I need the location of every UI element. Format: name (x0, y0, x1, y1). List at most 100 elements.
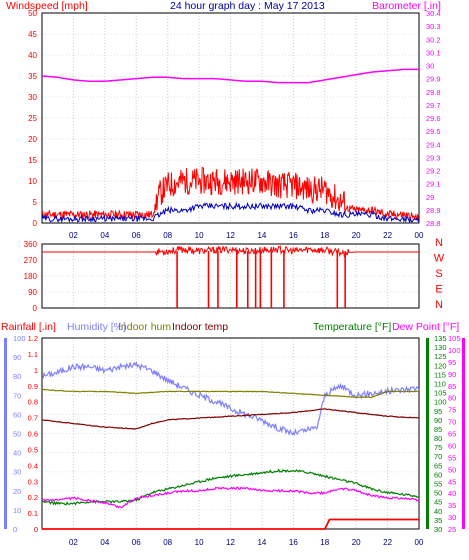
windspeed-tick: 20 (28, 135, 37, 144)
temperature-tick: 45 (434, 498, 442, 507)
rainfall-tick: 0.2 (28, 493, 38, 502)
humidity-tick-labels: 0 10 20 30 40 50 60 70 80 90 100 (13, 334, 26, 534)
panel1-frame (41, 12, 420, 224)
rainfall-tick-labels: 0 0.1 0.2 0.3 0.4 0.5 0.6 0.7 0.8 0.9 1 1.1 1.2 (28, 334, 38, 534)
temperature-tick: 120 (434, 361, 447, 370)
barometer-tick: 29.5 (426, 127, 441, 136)
humidity-tick: 30 (13, 468, 21, 477)
barometer-tick: 30.3 (426, 22, 441, 31)
dewpoint-tick: 90 (448, 370, 456, 379)
windspeed-gust-line (41, 167, 420, 223)
temperature-tick: 40 (434, 507, 442, 516)
temperature-axis-label: Temperature [°F] (313, 321, 391, 333)
hour-label: 08 (163, 231, 172, 240)
temperature-tick: 100 (434, 398, 447, 407)
windspeed-tick: 45 (28, 30, 37, 39)
temperature-tick: 30 (434, 525, 442, 534)
panel1-hour-labels: 02 04 06 08 10 12 14 16 18 20 22 00 (69, 231, 424, 240)
compass-letter: E (435, 284, 442, 296)
barometer-tick: 30.2 (426, 35, 441, 44)
barometer-tick: 29.9 (426, 75, 441, 84)
rainfall-tick: 1 (34, 366, 38, 375)
hour-label: 00 (415, 231, 424, 240)
humidity-line (41, 360, 420, 437)
humidity-tick: 90 (13, 353, 21, 362)
rainfall-tick: 0.8 (28, 398, 38, 407)
panel2-grid (42, 243, 420, 309)
indoor-hum-line (41, 388, 420, 399)
humidity-tick: 40 (13, 449, 21, 458)
windspeed-tick: 5 (33, 198, 38, 207)
humidity-tick: 80 (13, 372, 21, 381)
hour-label: 00 (415, 538, 424, 547)
temperature-tick: 70 (434, 452, 442, 461)
barometer-tick: 30 (426, 62, 434, 71)
windspeed-tick: 25 (28, 114, 37, 123)
hour-label: 06 (132, 538, 141, 547)
panel2-frame (41, 243, 420, 309)
dewpoint-tick: 85 (448, 382, 456, 391)
barometer-line (41, 68, 419, 84)
temperature-tick-labels: 3035404550556065707580859095100105110115… (434, 334, 447, 534)
hour-label: 18 (320, 538, 329, 547)
panel3-hour-labels: 02 04 06 08 10 12 14 16 18 20 22 00 (69, 538, 424, 547)
temperature-tick: 105 (434, 389, 447, 398)
panel1-series (41, 68, 420, 224)
rainfall-tick: 0.9 (28, 382, 38, 391)
compass-letter: N (435, 237, 443, 249)
direction-tick: 0 (33, 304, 38, 313)
dewpoint-tick: 75 (448, 406, 456, 415)
barometer-tick: 29.1 (426, 180, 441, 189)
rainfall-tick: 0.4 (28, 461, 38, 470)
hour-label: 14 (257, 538, 266, 547)
dewpoint-tick: 80 (448, 394, 456, 403)
temperature-tick: 110 (434, 379, 446, 388)
hour-label: 20 (352, 538, 361, 547)
humidity-tick: 100 (13, 334, 26, 343)
windspeed-tick: 0 (33, 219, 38, 228)
rainfall-tick: 0 (34, 525, 38, 534)
hour-label: 22 (383, 538, 392, 547)
windspeed-tick: 30 (28, 93, 37, 102)
hour-label: 12 (226, 231, 235, 240)
hour-label: 02 (69, 231, 78, 240)
barometer-tick: 29.6 (426, 114, 441, 123)
temperature-tick: 125 (434, 352, 447, 361)
hour-label: 16 (289, 231, 298, 240)
rainfall-tick: 0.7 (28, 414, 38, 423)
rainfall-tick: 1.1 (28, 350, 38, 359)
direction-tick: 180 (24, 272, 38, 281)
hour-label: 08 (163, 538, 172, 547)
temperature-tick: 135 (434, 334, 447, 343)
rainfall-tick: 0.6 (28, 430, 38, 439)
indoor-temp-line (41, 408, 420, 430)
temperature-tick: 50 (434, 489, 442, 498)
barometer-tick: 29.2 (426, 167, 441, 176)
barometer-axis-label: Barometer [.in] (372, 0, 441, 12)
barometer-tick: 29 (426, 193, 434, 202)
windspeed-average-line (41, 201, 420, 224)
rainfall-tick: 1.2 (28, 334, 38, 343)
dewpoint-tick: 65 (448, 430, 456, 439)
barometer-tick: 29.8 (426, 88, 441, 97)
barometer-tick: 29.4 (426, 140, 441, 149)
dewpoint-tick: 95 (448, 358, 456, 367)
indoor-hum-axis-label: Indoor hum (118, 321, 171, 333)
hour-label: 02 (69, 538, 78, 547)
humidity-tick: 60 (13, 410, 21, 419)
temperature-tick: 55 (434, 480, 442, 489)
indoor-temp-axis-label: Indoor temp (172, 321, 228, 333)
hour-label: 10 (195, 231, 204, 240)
dewpoint-tick: 70 (448, 418, 456, 427)
temperature-axis-bar (426, 338, 429, 529)
temperature-tick: 60 (434, 470, 442, 479)
dewpoint-tick: 60 (448, 441, 456, 450)
windspeed-axis-label: Windspeed [mph] (6, 0, 88, 12)
direction-tick: 360 (24, 240, 38, 249)
temperature-tick: 35 (434, 516, 442, 525)
temperature-tick: 75 (434, 443, 442, 452)
rainfall-tick: 0.3 (28, 477, 38, 486)
barometer-tick: 30.1 (426, 48, 441, 57)
